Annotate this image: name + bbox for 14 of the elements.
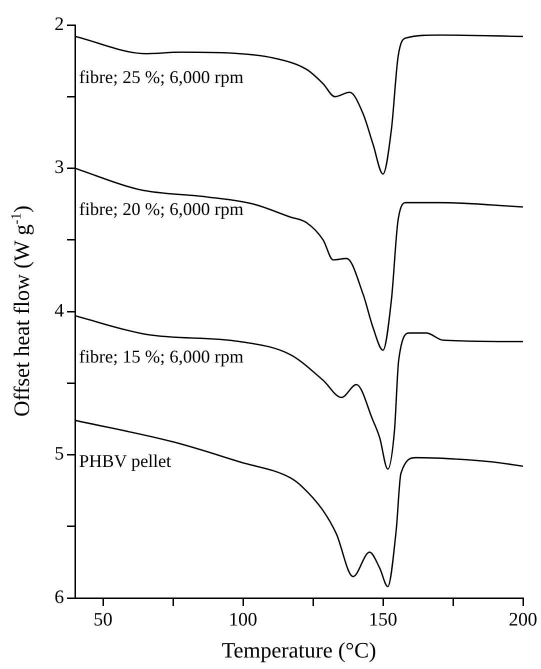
series-label: fibre; 25 %; 6,000 rpm: [79, 67, 244, 88]
y-tick-label: 6: [54, 586, 64, 608]
x-tick-label: 50: [94, 609, 112, 630]
y-tick-label: 3: [54, 157, 64, 178]
x-axis-title: Temperature (°C): [222, 638, 376, 663]
y-tick-label: 2: [54, 14, 64, 35]
x-tick-label: 150: [368, 609, 398, 630]
series-label: PHBV pellet: [79, 451, 172, 472]
series-label: fibre; 15 %; 6,000 rpm: [79, 346, 244, 367]
y-tick-label: 5: [54, 444, 64, 465]
series-label: fibre; 20 %; 6,000 rpm: [79, 198, 244, 219]
y-tick-label: 4: [54, 300, 64, 322]
x-tick-label: 200: [508, 609, 538, 630]
x-tick-label: 100: [228, 609, 258, 630]
